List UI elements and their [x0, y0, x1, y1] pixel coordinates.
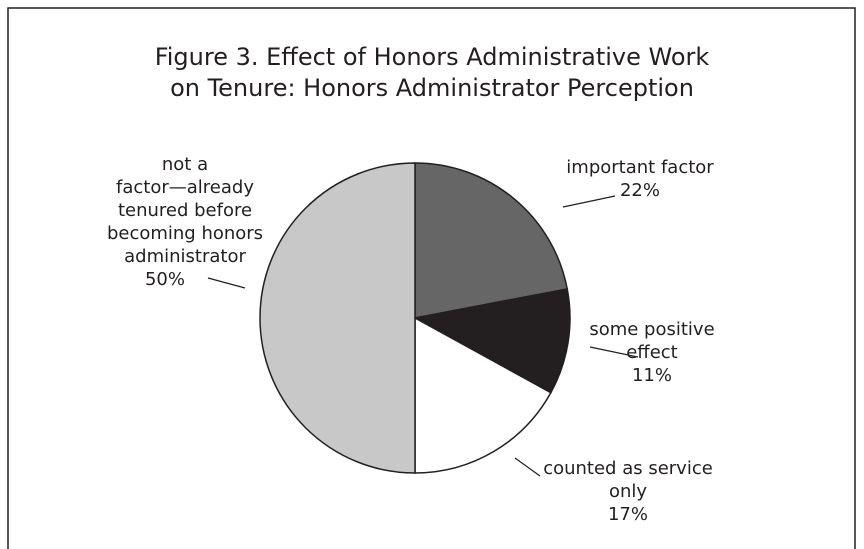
chart-title: on Tenure: Honors Administrator Percepti…: [170, 74, 694, 102]
slice-label: factor—already: [116, 177, 254, 198]
slice-label: becoming honors: [107, 223, 263, 244]
slice-label: counted as service: [543, 458, 713, 479]
slice-label: some positive: [589, 319, 714, 340]
slice-label: only: [609, 481, 647, 502]
pie-slice: [414, 162, 569, 319]
value-label: 11%: [632, 365, 672, 386]
pie-slice: [259, 162, 416, 474]
leader-line: [514, 457, 541, 477]
leader-line: [589, 346, 639, 358]
slice-label: administrator: [124, 246, 246, 267]
frame: [7, 7, 856, 549]
leader-line: [207, 277, 246, 289]
pie-slice: [412, 288, 571, 394]
pie-slice: [414, 316, 552, 474]
slice-label: not a: [162, 154, 208, 175]
slice-label: effect: [626, 342, 678, 363]
value-label: 17%: [608, 504, 648, 525]
slice-label: tenured before: [118, 200, 252, 221]
slice-label: important factor: [566, 157, 714, 178]
chart-title: Figure 3. Effect of Honors Administrativ…: [155, 43, 710, 71]
value-label: 50%: [145, 269, 185, 290]
value-label: 22%: [620, 180, 660, 201]
leader-line: [562, 195, 616, 208]
